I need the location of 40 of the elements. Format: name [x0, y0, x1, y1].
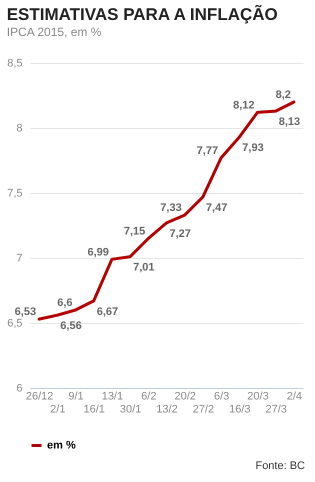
x-tick-label: 2/4 — [286, 390, 302, 402]
data-label: 7,33 — [160, 202, 182, 214]
x-tick-label: 9/1 — [68, 390, 84, 402]
data-label: 6,99 — [87, 246, 109, 258]
y-tick-label: 7 — [16, 252, 22, 264]
y-tick-label: 7,5 — [7, 188, 22, 200]
chart-title: ESTIMATIVAS PARA A INFLAÇÃO — [6, 4, 278, 24]
x-tick-label: 20/2 — [174, 390, 196, 402]
x-tick-label: 26/12 — [26, 390, 54, 402]
data-label: 7,27 — [170, 228, 191, 240]
source-note: Fonte: BC — [255, 460, 305, 472]
data-label: 7,77 — [196, 144, 218, 157]
data-label: 8,2 — [276, 89, 291, 101]
x-tick-label: 6/3 — [214, 390, 230, 402]
y-tick-label: 8 — [16, 122, 22, 134]
chart-subtitle: IPCA 2015, em % — [6, 25, 102, 39]
data-label: 6,67 — [96, 306, 118, 318]
x-tick-label: 13/1 — [102, 390, 124, 402]
x-tick-label: 20/3 — [247, 390, 269, 402]
x-tick-label: 6/2 — [141, 390, 156, 402]
data-label: 6,56 — [60, 320, 82, 332]
x-tick-label: 27/2 — [192, 404, 214, 416]
x-tick-label: 13/2 — [156, 404, 178, 416]
x-tick-label: 2/1 — [50, 404, 66, 416]
y-tick-label: 8,5 — [7, 58, 22, 70]
legend-label: em % — [47, 440, 76, 452]
y-tick-label: 6,5 — [7, 318, 22, 330]
x-tick-label: 16/1 — [83, 404, 105, 416]
y-tick-label: 6 — [16, 382, 22, 394]
x-tick-label: 30/1 — [120, 404, 142, 416]
data-label: 8,13 — [278, 116, 300, 128]
data-label: 7,15 — [124, 226, 146, 238]
data-label: 8,12 — [233, 99, 254, 112]
data-label: 7,47 — [206, 202, 228, 214]
data-label: 6,6 — [57, 297, 72, 309]
data-label: 6,53 — [14, 306, 36, 318]
data-label: 7,01 — [133, 262, 155, 274]
x-tick-label: 27/3 — [265, 404, 287, 416]
data-label: 7,93 — [242, 142, 264, 154]
x-tick-label: 16/3 — [229, 404, 251, 416]
